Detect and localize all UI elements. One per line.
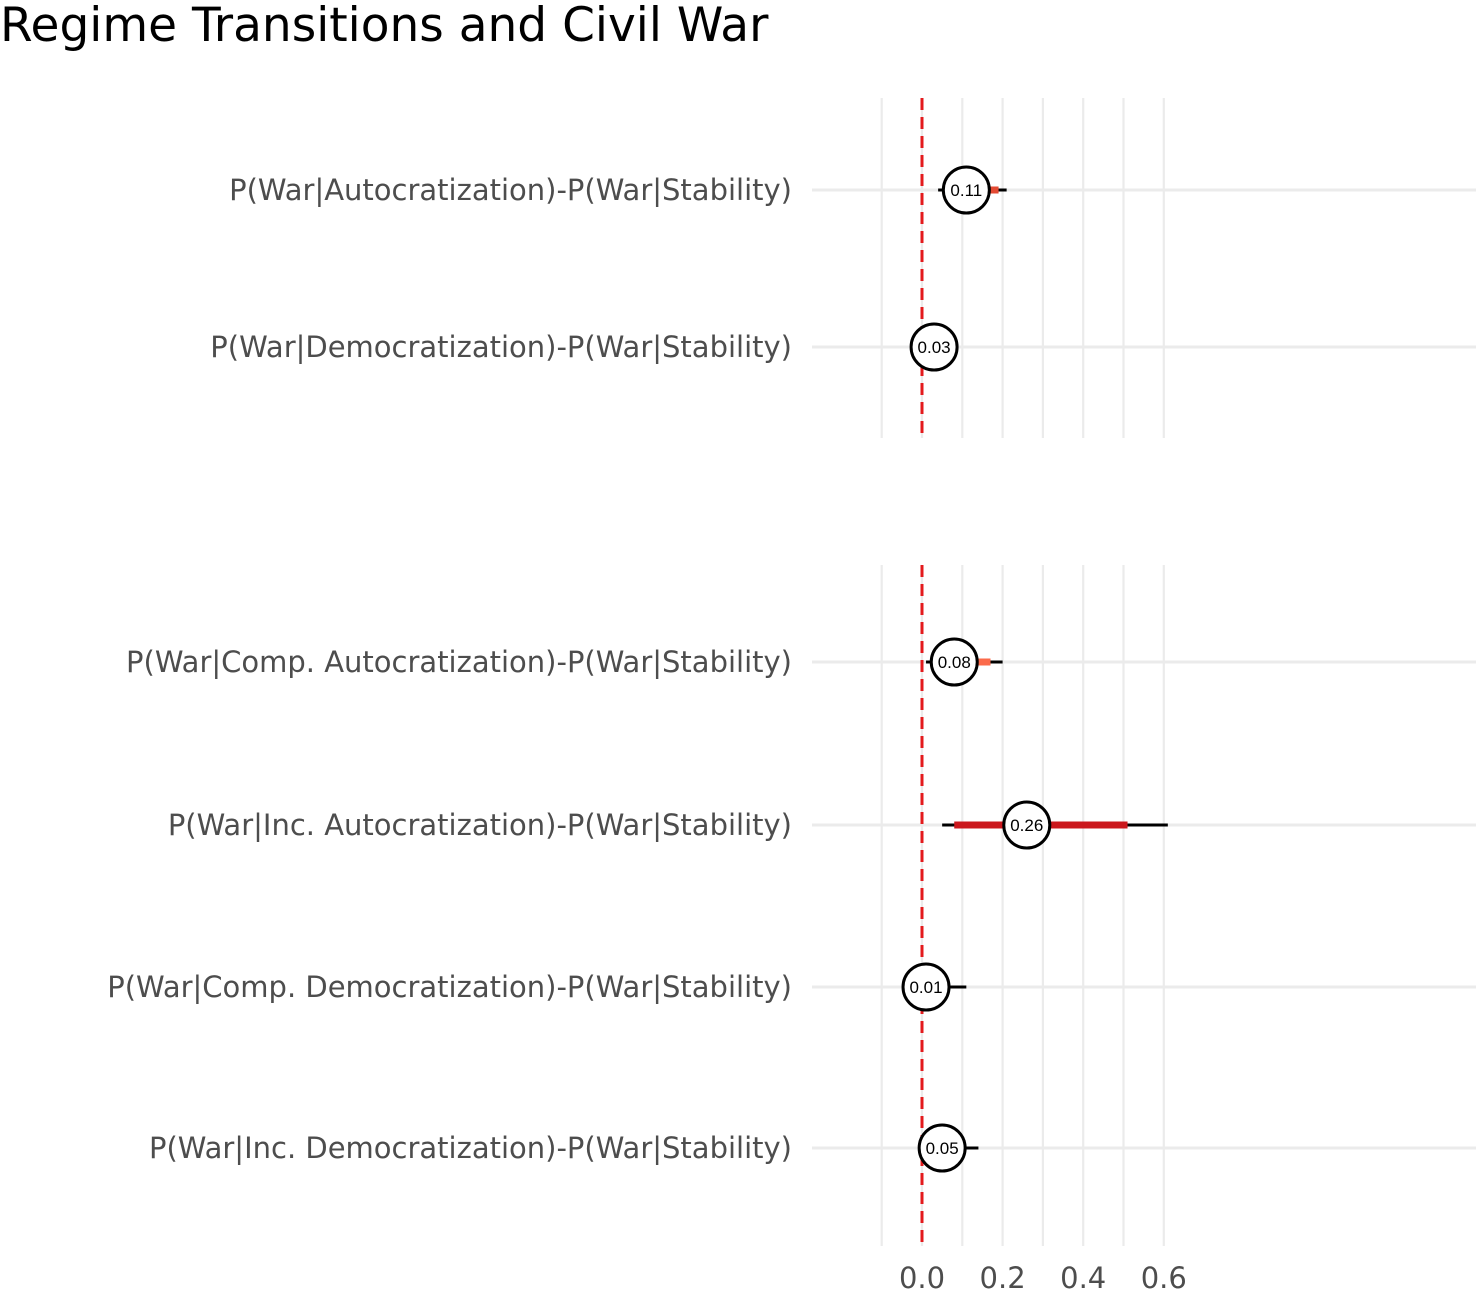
x-tick-label: 0.2 (980, 1261, 1026, 1295)
point-estimate (1002, 800, 1052, 850)
x-tick-label: 0.4 (1060, 1261, 1106, 1295)
point-estimate (941, 165, 991, 215)
row-label: P(War|Democratization)-P(War|Stability) (210, 330, 792, 364)
point-estimate (901, 962, 951, 1012)
chart-title: Regime Transitions and Civil War (0, 0, 769, 53)
point-estimate-label: 0.05 (926, 1139, 959, 1158)
panel-bottom: 0.08 P(War|Comp. Autocratization)-P(War|S… (107, 565, 1476, 1295)
row-label: P(War|Inc. Autocratization)-P(War|Stabil… (168, 808, 792, 842)
row-label: P(War|Autocratization)-P(War|Stability) (229, 173, 792, 207)
point-estimate-label: 0.26 (1010, 816, 1043, 835)
point-estimate-label: 0.01 (909, 978, 942, 997)
row-label: P(War|Comp. Democratization)-P(War|Stabi… (107, 970, 792, 1004)
row-label: P(War|Comp. Autocratization)-P(War|Stabi… (126, 645, 792, 679)
point-estimate (917, 1123, 967, 1173)
point-estimate (909, 322, 959, 372)
point-estimate-label: 0.03 (918, 338, 951, 357)
row-label: P(War|Inc. Democratization)-P(War|Stabil… (149, 1131, 792, 1165)
x-tick-label: 0.6 (1141, 1261, 1187, 1295)
x-tick-label: 0.0 (899, 1261, 945, 1295)
point-estimate-label: 0.08 (938, 653, 971, 672)
point-estimate (929, 637, 979, 687)
panel-top: 0.11 P(War|Autocratization)-P(War|Stabili… (210, 98, 1476, 438)
point-estimate-label: 0.11 (950, 181, 982, 200)
